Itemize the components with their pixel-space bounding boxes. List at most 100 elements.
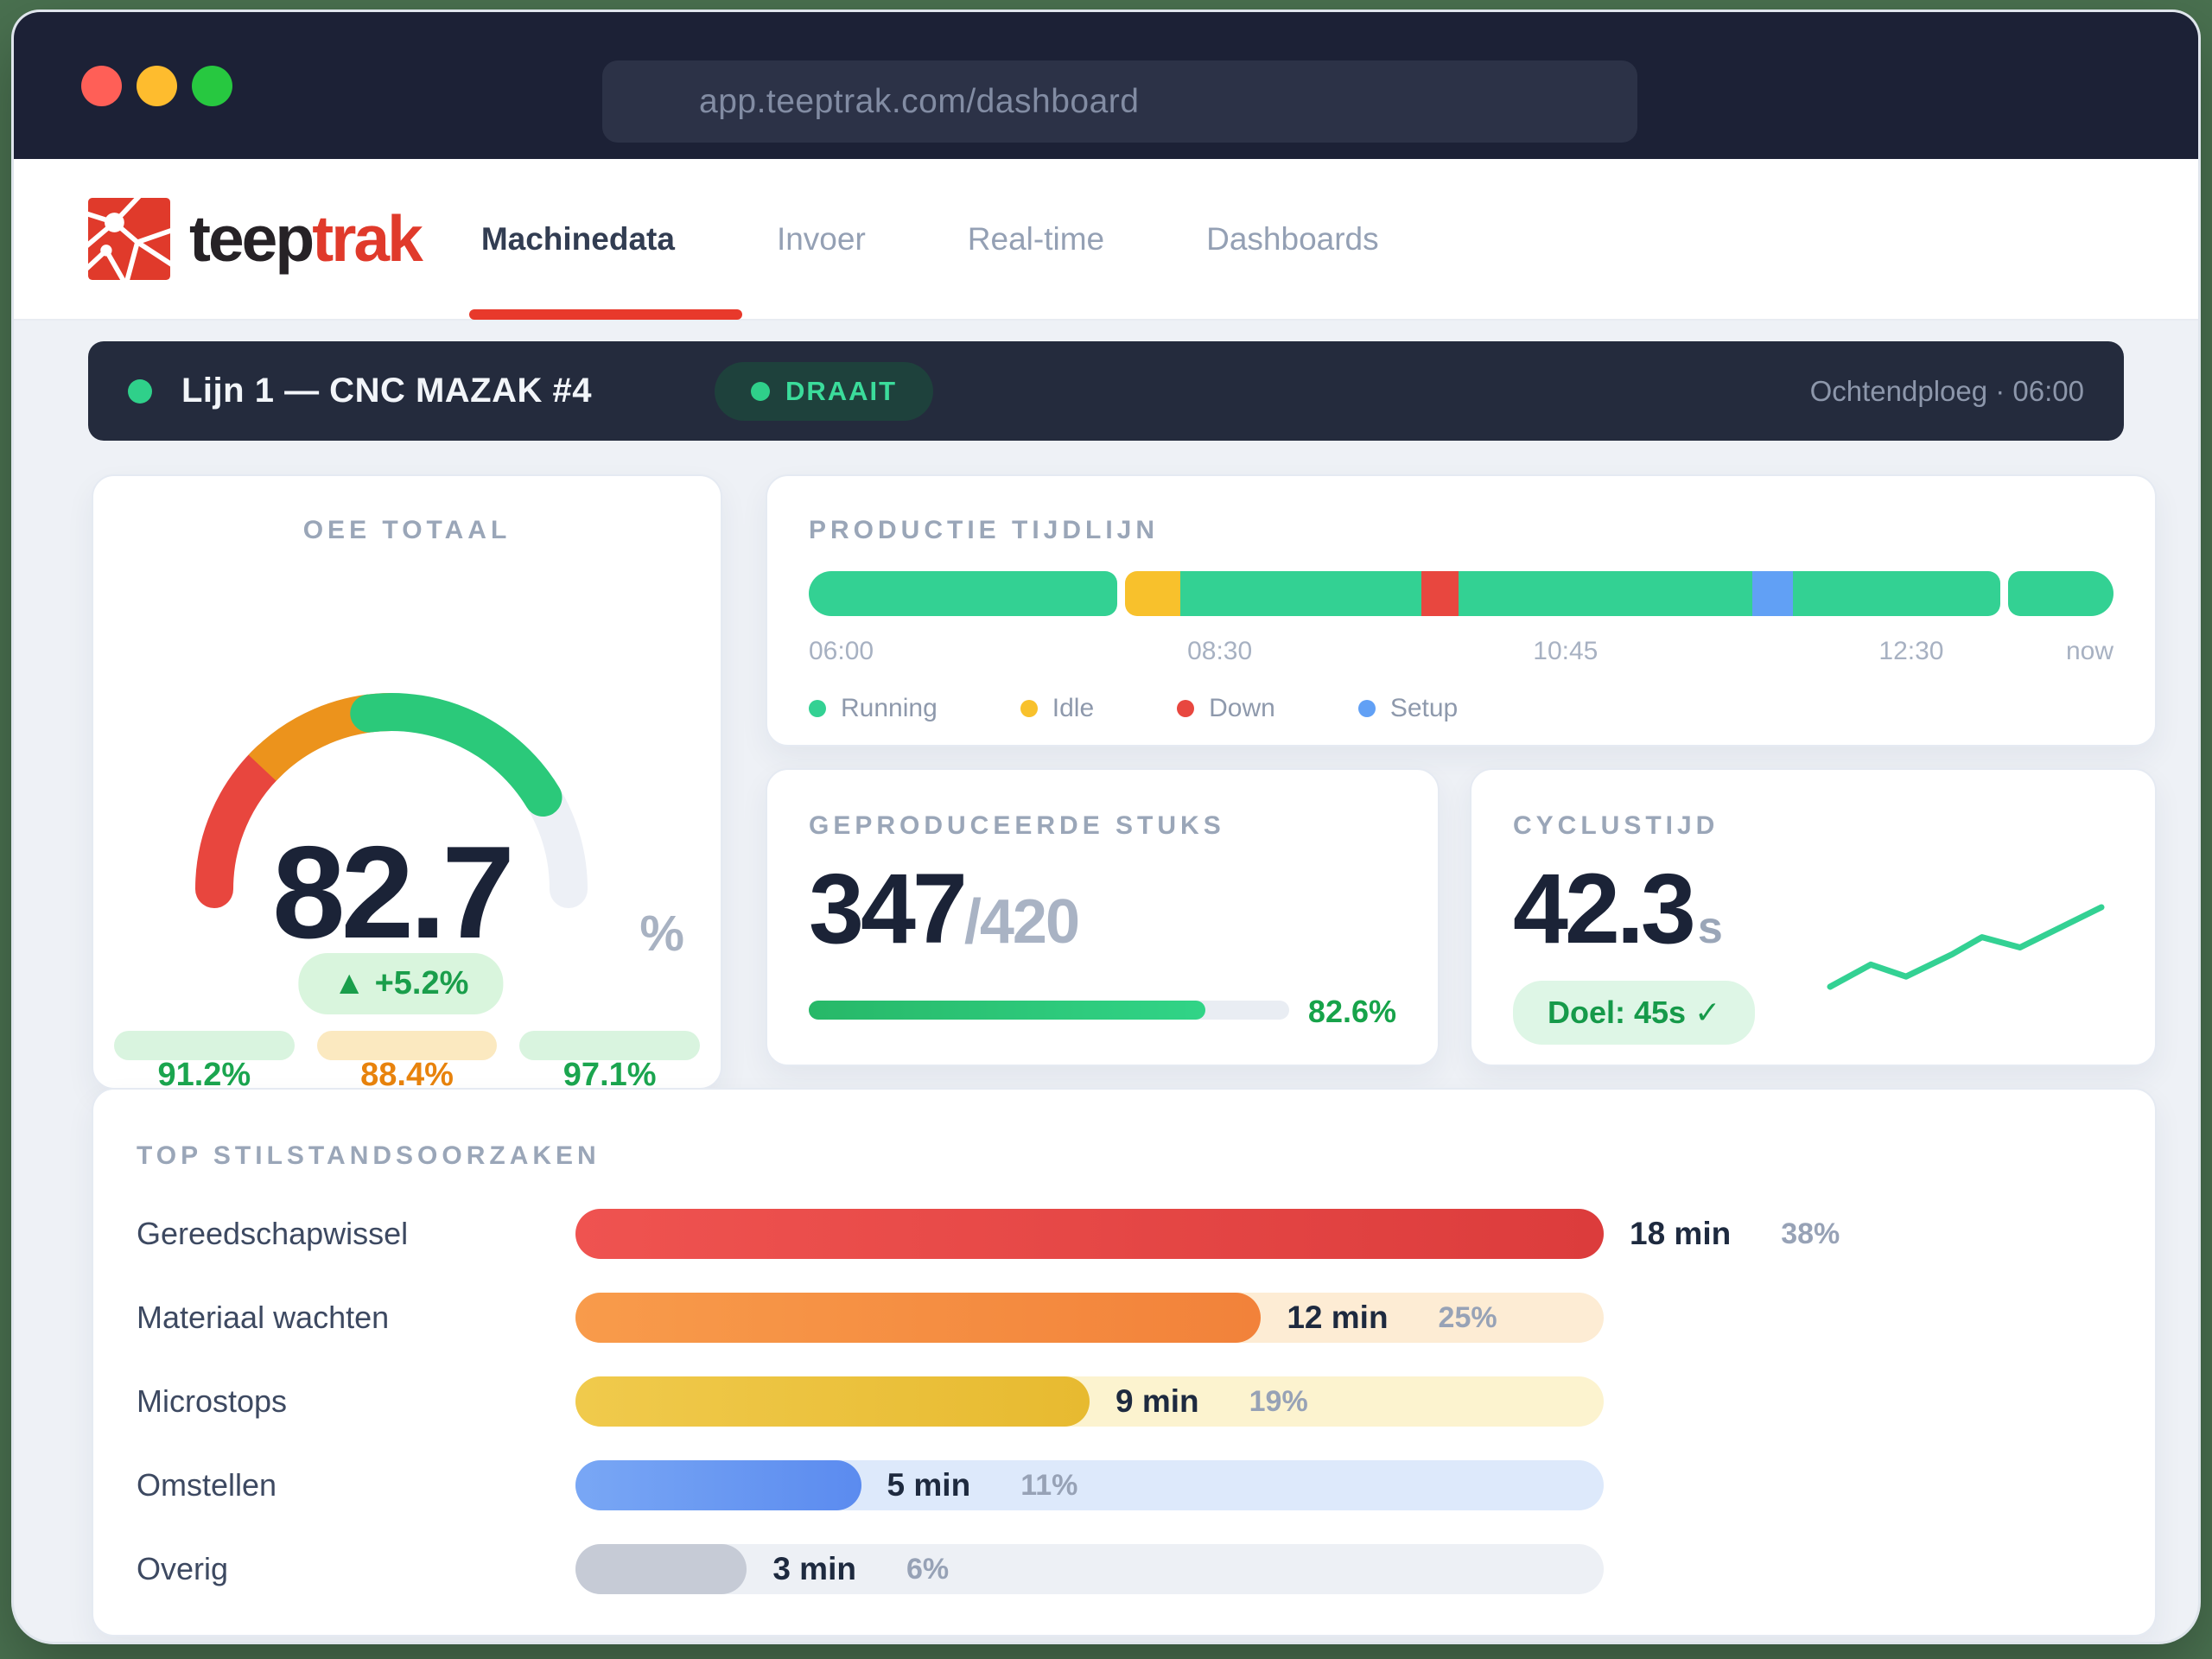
nav-item-real-time[interactable]: Real-time [967, 220, 1105, 257]
legend-item-running: Running [809, 694, 938, 723]
timeline-segment-running [809, 571, 1118, 616]
downtime-bar-values: 12 min 25% [1287, 1293, 1497, 1343]
timeline-segment-idle [1125, 571, 1180, 616]
cycle-unit: s [1697, 903, 1723, 953]
downtime-bar-track: 12 min 25% [575, 1293, 1604, 1343]
oee-card: OEE TOTAAL 82.7 % ▲ +5.2% 91.2% 88.4% 97.1… [92, 474, 722, 1093]
machine-status-bar: Lijn 1 — CNC MAZAK #4 DRAAIT Ochtendploe… [88, 341, 2124, 441]
url-bar[interactable]: app.teeptrak.com/dashboard [602, 60, 1637, 143]
teeptrak-logo: teeptrak [88, 198, 423, 280]
downtime-bar-values: 18 min 38% [1630, 1209, 1840, 1259]
downtime-label: Gereedschapwissel [137, 1216, 409, 1251]
browser-window: app.teeptrak.com/dashboard teeptrak Mach [14, 12, 2198, 1642]
downtime-bar-track: 3 min 6% [575, 1544, 1604, 1594]
maximize-window-button[interactable] [192, 65, 232, 106]
downtime-bar-fill [575, 1376, 1090, 1427]
legend-label: Down [1209, 694, 1275, 722]
shift-info: Ochtendploeg · 06:00 [1809, 374, 2084, 407]
produced-progress-label: 82.6% [1307, 994, 1396, 1029]
traffic-lights [81, 65, 232, 106]
produced-progress-track [809, 1001, 1289, 1020]
timeline-ticks: 06:00 08:30 10:45 12:30 now [809, 637, 2113, 670]
downtime-bar-fill [575, 1293, 1262, 1343]
produced-count: 347 [809, 854, 968, 964]
timeline-segment-down [1421, 571, 1459, 616]
produced-card-title: GEPRODUCEERDE STUKS [809, 811, 1225, 840]
downtime-minutes: 5 min [887, 1467, 971, 1503]
timeline-legend: Running Idle Down Setup [809, 694, 2113, 723]
close-window-button[interactable] [81, 65, 122, 106]
downtime-row: Overig 3 min 6% [137, 1544, 2112, 1594]
gauge-arc [195, 741, 289, 908]
downtime-bar-track: 9 min 19% [575, 1376, 1604, 1427]
cycle-time-card: CYCLUSTIJD 42.3 s Doel: 45s ✓ [1470, 768, 2157, 1066]
legend-label: Setup [1389, 694, 1459, 722]
downtime-row: Omstellen 5 min 11% [137, 1460, 2112, 1510]
oee-value: 82.7 [272, 819, 515, 966]
downtime-row: Materiaal wachten 12 min 25% [137, 1293, 2112, 1343]
downtime-causes-card: TOP STILSTANDSOORZAKEN Gereedschapwissel… [92, 1088, 2157, 1637]
app-header: teeptrak Machinedata Invoer Real-time Dashb… [14, 159, 2198, 321]
produced-progress-fill [809, 1001, 1206, 1020]
downtime-label: Overig [137, 1551, 229, 1586]
cycle-card-title: CYCLUSTIJD [1513, 811, 1719, 840]
production-timeline-card: PRODUCTIE TIJDLIJN 06:00 08:30 10:45 12:30 n… [766, 474, 2157, 747]
url-text: app.teeptrak.com/dashboard [699, 82, 1140, 120]
legend-item-setup: Setup [1357, 694, 1459, 723]
downtime-minutes: 9 min [1116, 1383, 1199, 1419]
oee-gauge [195, 692, 588, 908]
nav-item-machinedata[interactable]: Machinedata [468, 158, 743, 320]
machine-status-badge: DRAAIT [714, 361, 934, 421]
machine-status-label: DRAAIT [785, 375, 898, 406]
downtime-share: 6% [906, 1552, 950, 1586]
legend-label: Idle [1052, 694, 1095, 722]
legend-label: Running [841, 694, 938, 722]
timeline-segment-running [2008, 571, 2113, 616]
produced-progress-row: 82.6% [809, 994, 1396, 1029]
downtime-share: 11% [1020, 1468, 1078, 1502]
cycle-value-row: 42.3 s [1513, 860, 2113, 959]
minimize-window-button[interactable] [137, 65, 177, 106]
downtime-minutes: 12 min [1287, 1300, 1389, 1335]
timeline-card-title: PRODUCTIE TIJDLIJN [809, 516, 1160, 544]
brand-name-second: trak [312, 202, 423, 275]
setup-legend-dot-icon [1357, 700, 1376, 717]
produced-target: /420 [963, 887, 1080, 957]
brand-name: teeptrak [189, 207, 423, 271]
downtime-rows: Gereedschapwissel 18 min 38% Materiaal wach… [137, 1209, 2112, 1594]
timeline-tick: 08:30 [1187, 637, 1253, 665]
down-legend-dot-icon [1177, 700, 1195, 717]
oee-sub-metric-value: 88.4% [360, 1057, 454, 1093]
oee-sub-metric-3: 97.1% [519, 1031, 701, 1094]
timeline-tick: 12:30 [1878, 637, 1944, 665]
nav-item-dashboards[interactable]: Dashboards [1206, 220, 1379, 257]
downtime-row: Gereedschapwissel 18 min 38% [137, 1209, 2112, 1259]
downtime-share: 19% [1249, 1384, 1308, 1418]
downtime-card-title: TOP STILSTANDSOORZAKEN [137, 1141, 601, 1170]
downtime-label: Omstellen [137, 1467, 277, 1503]
gauge-arc [350, 692, 563, 817]
oee-sub-metric-value: 97.1% [563, 1057, 657, 1093]
produced-pieces-card: GEPRODUCEERDE STUKS 347 /420 82.6% [766, 768, 1440, 1066]
timeline-segment-running [1179, 571, 1422, 616]
sparkline-path [1827, 904, 2105, 990]
oee-sub-metric-value: 91.2% [157, 1057, 251, 1093]
running-legend-dot-icon [809, 700, 826, 717]
downtime-bar-fill [575, 1460, 861, 1510]
downtime-row: Microstops 9 min 19% [137, 1376, 2112, 1427]
downtime-minutes: 18 min [1630, 1216, 1732, 1251]
downtime-label: Microstops [137, 1383, 288, 1419]
downtime-bar-fill [575, 1544, 747, 1594]
downtime-share: 38% [1781, 1217, 1840, 1250]
produced-count-row: 347 /420 [809, 860, 1396, 959]
timeline-tick: now [2065, 637, 2113, 665]
downtime-bar-values: 3 min 6% [772, 1544, 949, 1594]
nav-item-invoer[interactable]: Invoer [776, 220, 866, 257]
downtime-label: Materiaal wachten [137, 1300, 390, 1335]
downtime-bar-values: 9 min 19% [1116, 1376, 1308, 1427]
cycle-sparkline [1827, 904, 2105, 990]
cycle-value: 42.3 [1513, 854, 1696, 964]
downtime-share: 25% [1438, 1300, 1497, 1334]
brand-name-first: teep [189, 202, 315, 275]
timeline-segment-running [1458, 571, 1753, 616]
